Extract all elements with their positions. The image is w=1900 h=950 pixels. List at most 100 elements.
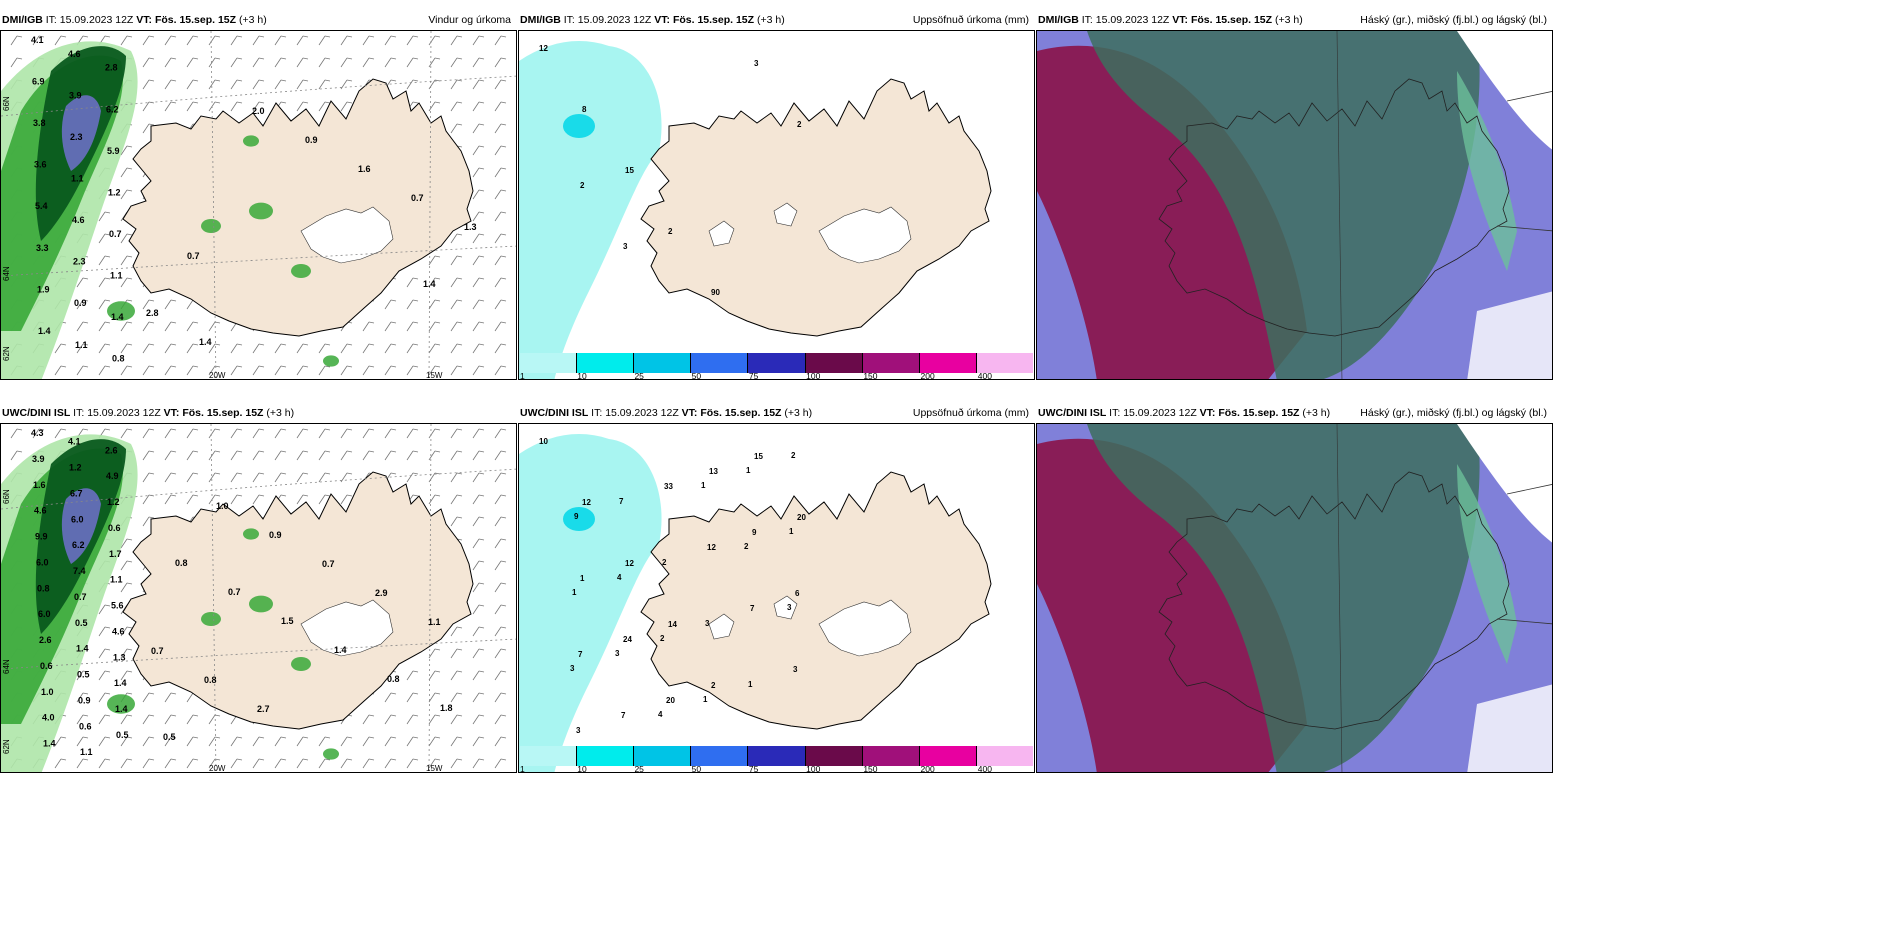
- init-time: 15.09.2023 12Z: [605, 407, 679, 419]
- wind-barb: [450, 299, 463, 310]
- wind-barb: [186, 428, 199, 439]
- wind-barb: [472, 123, 485, 134]
- wind-barb: [494, 277, 507, 288]
- wind-barb: [186, 365, 199, 376]
- wind-barb: [120, 233, 133, 244]
- wind-barb: [252, 758, 265, 769]
- wind-barb: [428, 736, 441, 747]
- wind-barb: [472, 604, 485, 615]
- legend-value: 200: [920, 371, 935, 380]
- grid-line: [1496, 91, 1552, 232]
- wind-barb: [186, 494, 199, 505]
- wind-barb: [98, 321, 111, 332]
- wind-barb: [428, 79, 441, 90]
- wind-barb: [450, 472, 463, 483]
- wind-barb: [98, 277, 111, 288]
- legend-swatch: [634, 746, 692, 766]
- map-canvas: 20W 15W 66N 64N 62N 4.3 4.1 2.6 3.9 1.2 4.9 1.6 6.7 1…: [1, 424, 516, 772]
- wind-barb: [472, 321, 485, 332]
- map-frame: 12 8 15 2 90 3 2 2 3 1 10 25 50 75 100 150 200 400: [518, 30, 1035, 380]
- wind-barb: [186, 79, 199, 90]
- accum-value: 33: [664, 482, 673, 491]
- wind-barb: [318, 365, 331, 376]
- wind-barb: [142, 299, 155, 310]
- wind-barb: [406, 736, 419, 747]
- precip-cell: [323, 355, 339, 367]
- wind-barb: [494, 189, 507, 200]
- precip-value: 2.0: [252, 106, 265, 116]
- accum-value: 2: [744, 542, 749, 551]
- wind-barb: [472, 560, 485, 571]
- wind-barb: [450, 35, 463, 46]
- wind-barb: [318, 428, 331, 439]
- wind-barb: [494, 428, 507, 439]
- map-canvas: [1037, 31, 1552, 379]
- wind-barb: [120, 538, 133, 549]
- wind-barb: [142, 343, 155, 354]
- wind-barb: [208, 450, 221, 461]
- valid-time: Fös. 15.sep. 15Z: [672, 14, 755, 26]
- wind-barb: [450, 648, 463, 659]
- lat-66n: 66N: [2, 489, 11, 504]
- wind-barb: [472, 365, 485, 376]
- it-label: IT:: [45, 14, 57, 26]
- lat-64n: 64N: [2, 659, 11, 674]
- wind-barb: [318, 758, 331, 769]
- panel-title: Uppsöfnuð úrkoma (mm): [912, 407, 1029, 419]
- wind-barb: [252, 736, 265, 747]
- map-panel-6: UWC/DINI ISL IT: 15.09.2023 12Z VT: Fös.…: [1036, 403, 1553, 773]
- wind-barb: [186, 35, 199, 46]
- wind-barb: [98, 714, 111, 725]
- wind-barb: [406, 343, 419, 354]
- wind-barb: [164, 714, 177, 725]
- wind-barb: [494, 582, 507, 593]
- wind-barb: [208, 343, 221, 354]
- wind-barb: [494, 123, 507, 134]
- wind-barb: [450, 79, 463, 90]
- accum-value: 3: [754, 59, 759, 68]
- wind-barb: [208, 321, 221, 332]
- precip-value: 5.9: [107, 146, 120, 156]
- wind-barb: [142, 494, 155, 505]
- precip-value: 4.6: [34, 506, 47, 516]
- wind-barb: [98, 343, 111, 354]
- wind-barb: [472, 648, 485, 659]
- accum-value: 9: [752, 528, 757, 537]
- wind-barb: [340, 365, 353, 376]
- wind-barb: [384, 343, 397, 354]
- wind-barb: [98, 604, 111, 615]
- wind-barb: [472, 79, 485, 90]
- precip-value: 0.6: [40, 661, 53, 671]
- map-panel-2: DMI/IGB IT: 15.09.2023 12Z VT: Fös. 15.s…: [518, 10, 1035, 380]
- iceland-outline: [1158, 78, 1510, 337]
- wind-barb: [472, 145, 485, 156]
- precip-value-labels: 4.3 4.1 2.6 3.9 1.2 4.9 1.6 6.7 1.2 4.6 6.0 0.6 9.9 6…: [31, 428, 453, 757]
- lead-time: (+3 h): [266, 407, 295, 419]
- wind-barb: [208, 79, 221, 90]
- wind-barb: [428, 714, 441, 725]
- precip-value: 1.0: [41, 687, 54, 697]
- wind-barb: [450, 714, 463, 725]
- wind-barb: [406, 299, 419, 310]
- clear-sky-area: [1457, 31, 1552, 150]
- wind-barb: [120, 189, 133, 200]
- glacier-area: [708, 613, 735, 640]
- glacier-area: [773, 595, 798, 620]
- wind-barb: [318, 450, 331, 461]
- wind-barb: [230, 494, 243, 505]
- wind-barb: [120, 560, 133, 571]
- wind-barb: [384, 321, 397, 332]
- wind-barb: [186, 321, 199, 332]
- map-frame: 20W 15W 66N 64N 62N 4.1 4.6 2.8 6.9 3.9 6.2 3.8 2.3 5…: [0, 30, 517, 380]
- wind-barb: [76, 321, 89, 332]
- wind-barb: [450, 516, 463, 527]
- panel-header: DMI/IGB IT: 15.09.2023 12Z VT: Fös. 15.s…: [2, 14, 267, 26]
- vt-label: VT:: [163, 407, 180, 419]
- panel-header: DMI/IGB IT: 15.09.2023 12Z VT: Fös. 15.s…: [1038, 14, 1303, 26]
- accum-value: 13: [709, 467, 718, 476]
- wind-barb: [340, 428, 353, 439]
- wind-barb: [428, 494, 441, 505]
- wind-barb: [428, 299, 441, 310]
- wind-barb: [186, 472, 199, 483]
- precip-value: 1.9: [37, 284, 50, 294]
